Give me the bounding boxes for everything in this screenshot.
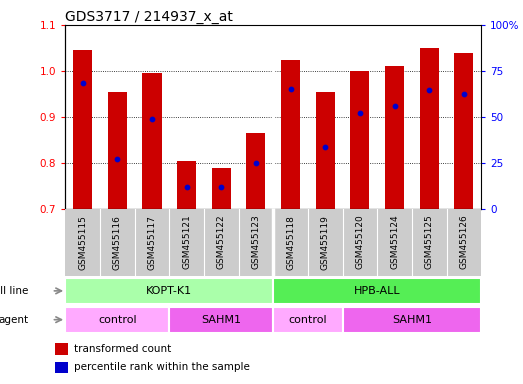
Point xyxy=(113,156,121,162)
Bar xyxy=(142,73,162,209)
Bar xyxy=(55,362,67,373)
Bar xyxy=(454,53,473,209)
Text: GSM455123: GSM455123 xyxy=(252,215,260,270)
Text: SAHM1: SAHM1 xyxy=(201,314,241,325)
Text: GSM455120: GSM455120 xyxy=(356,215,365,270)
Bar xyxy=(385,66,404,209)
Bar xyxy=(246,133,266,209)
Bar xyxy=(281,60,300,209)
Bar xyxy=(274,307,343,333)
Text: control: control xyxy=(98,314,137,325)
Point xyxy=(252,160,260,166)
Bar xyxy=(55,343,67,355)
Text: agent: agent xyxy=(0,314,29,325)
Bar xyxy=(274,278,481,304)
Text: control: control xyxy=(289,314,327,325)
Point xyxy=(390,103,399,109)
Bar xyxy=(316,92,335,209)
Point xyxy=(287,86,295,93)
Point xyxy=(460,91,468,97)
Bar xyxy=(419,48,439,209)
Point xyxy=(425,87,434,93)
Text: SAHM1: SAHM1 xyxy=(392,314,432,325)
Text: GSM455115: GSM455115 xyxy=(78,215,87,270)
Text: HPB-ALL: HPB-ALL xyxy=(354,286,401,296)
Bar xyxy=(169,307,274,333)
Text: GSM455125: GSM455125 xyxy=(425,215,434,270)
Bar xyxy=(65,307,169,333)
Text: transformed count: transformed count xyxy=(74,344,172,354)
Point xyxy=(356,109,364,116)
Bar xyxy=(343,307,481,333)
Point xyxy=(148,116,156,122)
Point xyxy=(217,184,225,190)
Text: GSM455121: GSM455121 xyxy=(182,215,191,270)
Bar xyxy=(350,71,369,209)
Bar xyxy=(108,92,127,209)
Text: cell line: cell line xyxy=(0,286,29,296)
Text: percentile rank within the sample: percentile rank within the sample xyxy=(74,362,250,372)
Text: GSM455124: GSM455124 xyxy=(390,215,399,269)
Text: GDS3717 / 214937_x_at: GDS3717 / 214937_x_at xyxy=(65,10,233,24)
Point xyxy=(321,144,329,150)
Text: GSM455119: GSM455119 xyxy=(321,215,329,270)
Point xyxy=(183,184,191,190)
Bar xyxy=(73,50,92,209)
Point xyxy=(78,79,87,86)
Bar xyxy=(177,161,196,209)
Text: KOPT-K1: KOPT-K1 xyxy=(146,286,192,296)
Bar xyxy=(212,168,231,209)
Text: GSM455122: GSM455122 xyxy=(217,215,226,269)
Text: GSM455126: GSM455126 xyxy=(459,215,468,270)
Text: GSM455117: GSM455117 xyxy=(147,215,156,270)
Bar xyxy=(65,278,273,304)
Text: GSM455116: GSM455116 xyxy=(113,215,122,270)
Text: GSM455118: GSM455118 xyxy=(286,215,295,270)
